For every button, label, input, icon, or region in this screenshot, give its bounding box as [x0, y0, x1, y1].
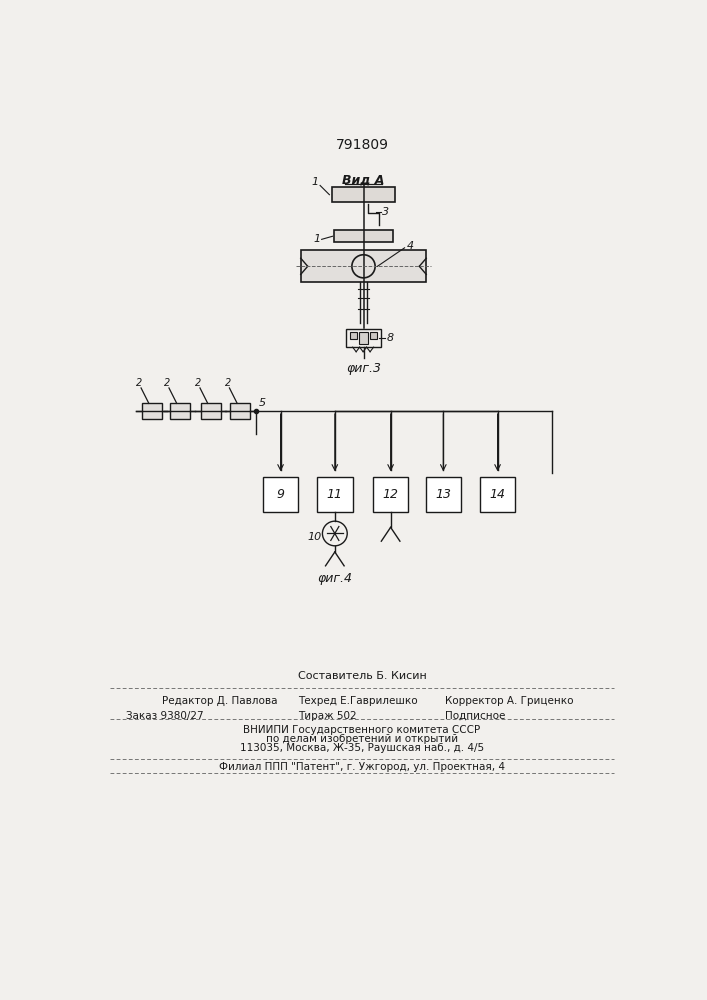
Text: 4: 4	[407, 241, 414, 251]
Text: 10: 10	[308, 532, 322, 542]
Text: 2: 2	[195, 378, 201, 388]
Text: 3: 3	[382, 207, 389, 217]
Text: Подписное: Подписное	[445, 711, 506, 721]
Text: 2: 2	[225, 378, 231, 388]
Bar	[480, 477, 515, 512]
Text: Заказ 9380/27: Заказ 9380/27	[126, 711, 203, 721]
Text: Филиал ППП "Патент", г. Ужгород, ул. Проектная, 4: Филиал ППП "Патент", г. Ужгород, ул. Про…	[219, 762, 505, 772]
Text: Тираж 502: Тираж 502	[298, 711, 356, 721]
Text: Техред Е.Гаврилешко: Техред Е.Гаврилешко	[298, 696, 417, 706]
Bar	[300, 250, 426, 282]
Bar	[373, 477, 409, 512]
Text: 113035, Москва, Ж-35, Раушская наб., д. 4/5: 113035, Москва, Ж-35, Раушская наб., д. …	[240, 743, 484, 753]
Text: Составитель Б. Кисин: Составитель Б. Кисин	[298, 671, 426, 681]
Text: 1: 1	[313, 234, 320, 244]
Text: Корректор А. Гриценко: Корректор А. Гриценко	[445, 696, 573, 706]
Text: 11: 11	[327, 488, 343, 501]
Text: Редактор Д. Павлова: Редактор Д. Павлова	[162, 696, 278, 706]
Text: φиг.3: φиг.3	[346, 362, 381, 375]
Text: Вид А: Вид А	[342, 174, 385, 187]
Bar	[317, 477, 353, 512]
Text: 2: 2	[164, 378, 170, 388]
Text: 8: 8	[386, 333, 393, 343]
Text: 13: 13	[436, 488, 451, 501]
Text: по делам изобретений и открытий: по делам изобретений и открытий	[266, 734, 458, 744]
Bar	[346, 329, 380, 347]
Text: 5: 5	[259, 398, 266, 408]
Bar	[370, 332, 378, 339]
Text: 14: 14	[489, 488, 506, 501]
Bar	[334, 230, 393, 242]
Bar	[359, 332, 368, 344]
Bar	[263, 477, 298, 512]
Text: 791809: 791809	[335, 138, 388, 152]
Bar	[170, 403, 190, 419]
Text: 1: 1	[312, 177, 319, 187]
Bar	[349, 332, 357, 339]
Text: 2: 2	[136, 378, 143, 388]
Bar	[426, 477, 461, 512]
Bar	[332, 187, 395, 202]
Text: ВНИИПИ Государственного комитета СССР: ВНИИПИ Государственного комитета СССР	[243, 725, 481, 735]
Text: 9: 9	[276, 488, 285, 501]
Bar	[142, 403, 162, 419]
Text: 12: 12	[382, 488, 399, 501]
Bar	[201, 403, 221, 419]
Text: φиг.4: φиг.4	[317, 572, 352, 585]
Bar	[230, 403, 250, 419]
